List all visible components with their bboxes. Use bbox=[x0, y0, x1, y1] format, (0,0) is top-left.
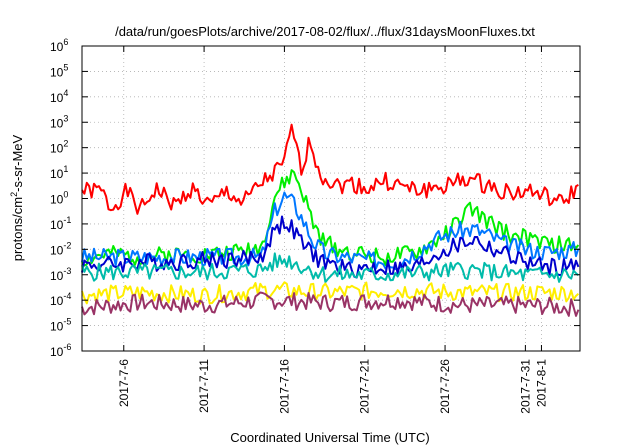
y-tick-label-base: 10 bbox=[50, 65, 64, 79]
y-tick-label-exponent: -4 bbox=[63, 291, 71, 301]
y-tick-label-base: 10 bbox=[50, 294, 64, 308]
series-line-1 bbox=[81, 169, 580, 267]
y-tick-label: 10-6 bbox=[50, 342, 71, 359]
y-tick-label-exponent: -6 bbox=[63, 342, 71, 352]
y-tick-label-exponent: 1 bbox=[63, 164, 68, 174]
y-axis-label-tail: -s-sr-MeV bbox=[10, 134, 25, 191]
x-tick-label: 2017-7-31 bbox=[518, 359, 532, 414]
y-axis-label-base: protons/cm bbox=[10, 197, 25, 261]
y-tick-label-exponent: 4 bbox=[63, 88, 68, 98]
y-tick-label-base: 10 bbox=[50, 142, 64, 156]
series-line-6 bbox=[81, 291, 580, 317]
y-tick-label: 10-5 bbox=[50, 317, 71, 334]
y-tick-label-base: 10 bbox=[50, 167, 64, 181]
x-tick-label: 2017-7-6 bbox=[117, 359, 131, 407]
y-tick-label: 10-1 bbox=[50, 215, 71, 232]
y-tick-label: 105 bbox=[50, 62, 68, 79]
y-tick-label-base: 10 bbox=[50, 269, 64, 283]
y-tick-label: 10-2 bbox=[50, 240, 71, 257]
y-tick-label-base: 10 bbox=[50, 243, 64, 257]
x-axis-ticks: 2017-7-6 2017-7-11 2017-7-16 2017-7-21 2017-… bbox=[117, 46, 548, 414]
y-tick-label-base: 10 bbox=[50, 345, 64, 359]
y-tick-label-exponent: 0 bbox=[63, 190, 68, 200]
y-tick-label-exponent: -3 bbox=[63, 266, 71, 276]
y-tick-label: 10-3 bbox=[50, 266, 71, 283]
y-tick-label: 106 bbox=[50, 37, 68, 54]
y-tick-label-exponent: -1 bbox=[63, 215, 71, 225]
series-line-4 bbox=[81, 252, 580, 284]
x-tick-label: 2017-7-26 bbox=[438, 359, 452, 414]
x-tick-label: 2017-7-11 bbox=[197, 359, 211, 413]
chart-title: /data/run/goesPlots/archive/2017-08-02/f… bbox=[115, 24, 535, 39]
y-tick-label: 104 bbox=[50, 88, 68, 105]
y-axis-label: protons/cm2-s-sr-MeV bbox=[9, 134, 25, 261]
data-series bbox=[81, 123, 580, 317]
x-tick-label: 2017-7-21 bbox=[358, 359, 372, 414]
y-tick-label: 103 bbox=[50, 113, 68, 130]
x-tick-label: 2017-8-1 bbox=[534, 359, 548, 407]
y-tick-label-exponent: 2 bbox=[63, 139, 68, 149]
y-tick-label-base: 10 bbox=[50, 116, 64, 130]
series-line-5 bbox=[81, 281, 580, 305]
x-tick-label: 2017-7-16 bbox=[277, 359, 291, 414]
y-tick-label: 101 bbox=[50, 164, 68, 181]
y-tick-label: 10-4 bbox=[50, 291, 71, 308]
y-tick-label-exponent: -2 bbox=[63, 240, 71, 250]
y-tick-label-base: 10 bbox=[50, 91, 64, 105]
series-line-2 bbox=[81, 191, 580, 271]
y-tick-label-exponent: 6 bbox=[63, 37, 68, 47]
y-tick-label-base: 10 bbox=[50, 320, 64, 334]
y-axis-ticks: 10-610-510-410-310-210-11001011021031041… bbox=[50, 37, 580, 359]
y-tick-label-exponent: -5 bbox=[63, 317, 71, 327]
y-tick-label: 100 bbox=[50, 190, 68, 207]
y-axis-label-sup: 2 bbox=[9, 192, 19, 197]
x-axis-label: Coordinated Universal Time (UTC) bbox=[230, 430, 429, 445]
y-tick-label-base: 10 bbox=[50, 193, 64, 207]
y-tick-label-base: 10 bbox=[50, 40, 64, 54]
series-line-0 bbox=[81, 123, 579, 215]
y-tick-label-exponent: 5 bbox=[63, 62, 68, 72]
y-tick-label: 102 bbox=[50, 139, 68, 156]
y-tick-label-exponent: 3 bbox=[63, 113, 68, 123]
y-tick-label-base: 10 bbox=[50, 218, 64, 232]
